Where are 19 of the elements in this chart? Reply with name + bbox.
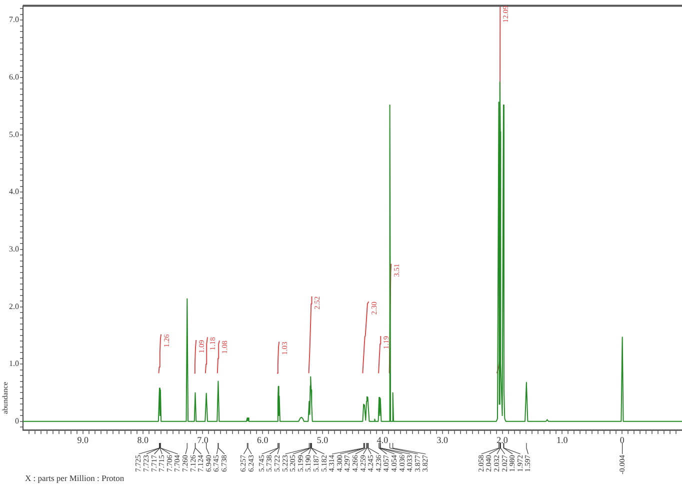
y-tick-label: 7.0 bbox=[9, 15, 19, 24]
x-tick-label: 7.0 bbox=[197, 434, 209, 445]
x-axis-title: X : parts per Million : Proton bbox=[25, 472, 125, 483]
x-tick-label: 1.0 bbox=[556, 434, 568, 445]
x-tick-label: 4.0 bbox=[376, 434, 389, 445]
x-tick-label: 3.0 bbox=[436, 434, 448, 445]
y-tick-label: 4.0 bbox=[9, 187, 19, 196]
y-tick-label: 0 bbox=[15, 416, 19, 426]
x-tick-label: 9.0 bbox=[77, 434, 90, 445]
y-tick-label: 3.0 bbox=[9, 244, 19, 254]
y-tick-label: 6.0 bbox=[9, 72, 19, 82]
x-tick-label: 5.0 bbox=[316, 434, 329, 445]
x-tick-label: 2.0 bbox=[496, 434, 508, 445]
x-tick-label: 8.0 bbox=[137, 434, 149, 445]
x-tick-label: 0 bbox=[620, 434, 625, 445]
y-tick-label: 5.0 bbox=[9, 130, 19, 139]
y-tick-label: 1.0 bbox=[9, 359, 19, 368]
y-tick-label: 2.0 bbox=[9, 302, 19, 311]
x-tick-label: 6.0 bbox=[257, 434, 269, 445]
